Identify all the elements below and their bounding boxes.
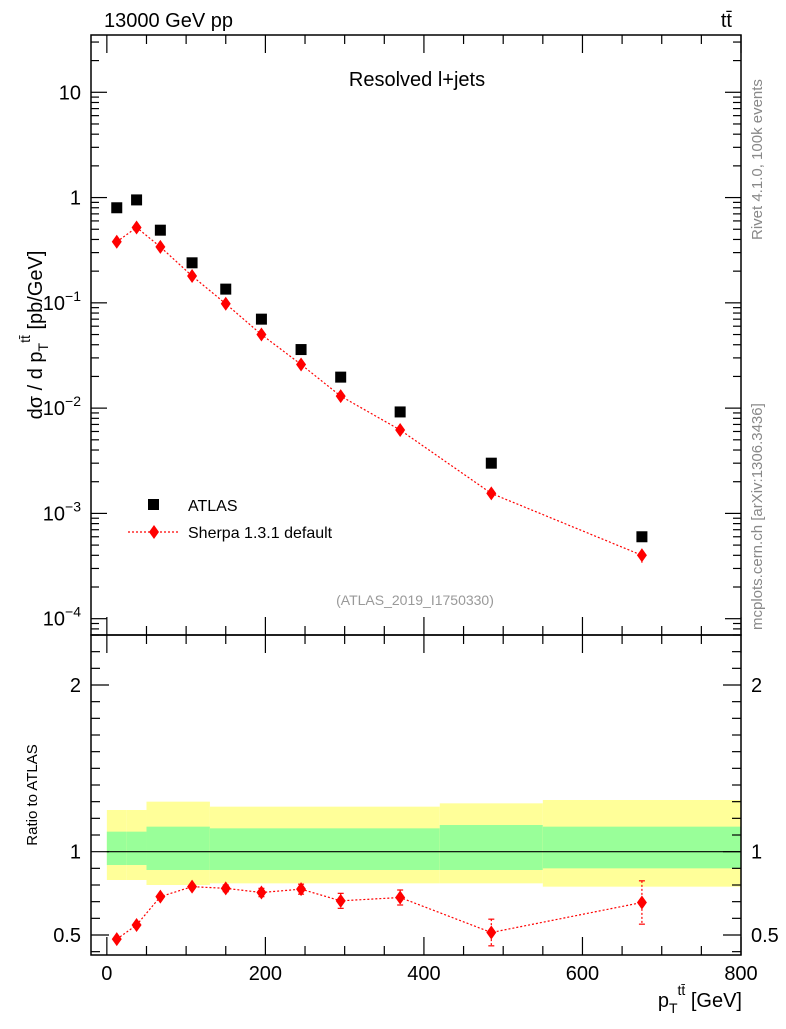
ratio-panel: 0.5 0.51 12 2 0 200 400 600 800 Ratio to ATLAS …	[24, 634, 779, 1016]
atlas-point	[335, 371, 347, 383]
atlas-point	[255, 313, 267, 325]
x-tick-label: 800	[724, 963, 757, 985]
ratio-y-tick-label: 1	[70, 842, 81, 864]
atlas-point	[154, 224, 166, 236]
ratio-x-axis: 0 200 400 600 800	[101, 635, 758, 985]
atlas-point	[220, 283, 232, 295]
main-y-tick-label: 10−1	[43, 288, 81, 315]
sherpa-point	[486, 486, 497, 501]
x-tick-label: 400	[407, 963, 440, 985]
rivet-version-label: Rivet 4.1.0, 100k events	[749, 79, 766, 240]
x-tick-label: 600	[566, 963, 599, 985]
main-y-tick-label: 10−4	[43, 604, 81, 631]
sherpa-point	[636, 548, 647, 563]
sherpa-point	[187, 268, 198, 283]
main-y-tick-label: 10−3	[43, 498, 81, 525]
ratio-plot-area	[111, 879, 647, 947]
atlas-point	[131, 194, 143, 206]
ratio-point	[187, 879, 198, 894]
atlas-point	[111, 202, 123, 214]
ratio-point	[131, 918, 142, 932]
ratio-frame	[90, 634, 742, 956]
inner-uncertainty-band	[106, 831, 127, 865]
ratio-point	[335, 893, 346, 908]
x-tick-label: 200	[249, 963, 282, 985]
ratio-y-axis: 0.5 0.5 1 1 2 2	[53, 651, 779, 953]
main-plot-area	[111, 194, 648, 563]
ratio-y-tick-label-right: 1	[751, 842, 762, 864]
main-y-axis-label: dσ / d pTtt̄ [pb/GeV]	[17, 251, 51, 420]
ratio-y-tick-label-right: 2	[751, 675, 762, 697]
ratio-point	[111, 932, 122, 947]
process-label: 13000 GeV pp	[104, 10, 233, 32]
sherpa-point	[111, 234, 122, 249]
ratio-point	[395, 890, 406, 905]
sherpa-point	[296, 357, 307, 372]
legend-sherpa-marker	[149, 525, 159, 539]
legend-atlas-marker	[148, 499, 159, 510]
main-x-ticks	[106, 35, 742, 635]
sherpa-point	[335, 389, 346, 404]
main-panel: 10 1 10−1 10−2 10−3 10−4 Resolved l+jets (ATL…	[17, 34, 742, 636]
x-axis-label: pTtt̄ [GeV]	[658, 982, 742, 1016]
chart-title: Resolved l+jets	[349, 69, 485, 91]
inner-uncertainty-band	[542, 826, 741, 869]
ratio-point	[155, 889, 166, 904]
inner-uncertainty-band	[146, 826, 210, 870]
ratio-point	[486, 925, 497, 940]
legend: ATLAS Sherpa 1.3.1 default	[128, 498, 333, 542]
ratio-y-tick-label: 2	[70, 675, 81, 697]
atlas-point	[295, 344, 307, 356]
ratio-point	[636, 895, 647, 910]
main-frame	[90, 34, 742, 636]
sherpa-point	[155, 239, 166, 254]
analysis-id-label: (ATLAS_2019_I1750330)	[336, 592, 494, 608]
atlas-point	[485, 457, 497, 469]
sherpa-point	[131, 220, 142, 235]
ratio-y-axis-label: Ratio to ATLAS	[24, 744, 41, 845]
ratio-point	[220, 881, 231, 896]
ratio-y-tick-label: 0.5	[53, 925, 81, 947]
ratio-line	[116, 886, 643, 940]
ratio-y-tick-label-right: 0.5	[751, 925, 779, 947]
legend-atlas-label: ATLAS	[188, 498, 238, 515]
mcplots-label: mcplots.cern.ch [arXiv:1306.3436]	[749, 403, 766, 630]
legend-sherpa-label: Sherpa 1.3.1 default	[188, 525, 333, 542]
x-tick-label: 0	[101, 963, 112, 985]
sherpa-point	[220, 296, 231, 311]
inner-uncertainty-band	[209, 828, 440, 870]
ratio-uncertainty-bands	[106, 800, 741, 887]
inner-uncertainty-band	[439, 825, 543, 870]
main-y-axis: 10 1 10−1 10−2 10−3 10−4	[43, 41, 741, 636]
main-y-tick-label: 10	[59, 82, 81, 104]
main-y-tick-label: 1	[70, 188, 81, 210]
main-y-tick-label: 10−2	[43, 393, 81, 420]
sherpa-point	[256, 327, 267, 342]
sherpa-point	[395, 422, 406, 437]
atlas-point	[394, 406, 406, 418]
ratio-point	[256, 885, 267, 900]
inner-uncertainty-band	[126, 831, 147, 865]
atlas-point	[636, 531, 648, 543]
atlas-point	[186, 257, 198, 269]
final-state-label: tt̄	[721, 10, 733, 32]
ratio-point	[296, 882, 307, 897]
